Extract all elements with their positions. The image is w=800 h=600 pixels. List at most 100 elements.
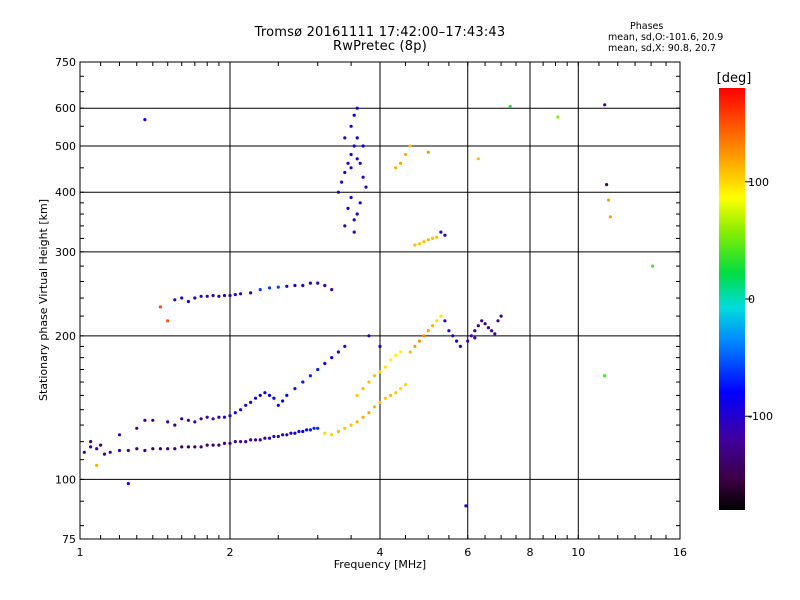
data-point: [343, 344, 347, 348]
data-point: [117, 448, 122, 453]
data-point: [336, 429, 340, 434]
data-point: [469, 334, 473, 338]
data-point: [173, 447, 177, 451]
data-point: [364, 185, 368, 189]
data-point: [166, 420, 170, 424]
data-point: [358, 161, 362, 165]
data-point: [281, 433, 285, 437]
data-point: [308, 428, 312, 432]
data-point: [608, 215, 613, 219]
data-point: [367, 411, 371, 415]
data-point: [473, 329, 477, 333]
data-point: [480, 319, 484, 323]
data-point: [476, 324, 480, 328]
data-point: [272, 396, 276, 400]
x-tick-label: 4: [377, 546, 384, 559]
data-point: [355, 420, 359, 424]
data-point: [166, 319, 170, 323]
data-point: [285, 393, 289, 397]
data-point: [211, 443, 215, 447]
data-point: [349, 124, 353, 128]
data-point: [490, 329, 494, 333]
y-tick-label: 75: [62, 533, 76, 546]
data-point: [205, 415, 209, 419]
data-point: [312, 426, 316, 430]
data-point: [276, 434, 280, 439]
data-point: [361, 144, 365, 148]
data-point: [151, 447, 155, 451]
data-point: [408, 144, 412, 148]
data-point: [499, 314, 503, 318]
data-point: [346, 206, 350, 210]
data-point: [458, 344, 462, 348]
data-point: [426, 238, 430, 242]
data-point: [211, 293, 215, 298]
data-point: [95, 463, 99, 467]
data-point: [301, 429, 305, 434]
data-point: [378, 370, 382, 374]
data-point: [316, 281, 320, 285]
data-point: [158, 447, 162, 451]
data-point: [413, 344, 417, 348]
data-point: [186, 299, 190, 304]
data-point: [336, 350, 340, 354]
data-point: [417, 242, 422, 246]
chart-title-line2: RwPretec (8p): [333, 39, 427, 54]
data-point: [301, 283, 305, 288]
data-point: [605, 183, 609, 187]
data-point: [343, 136, 347, 140]
data-point: [289, 431, 293, 435]
data-point: [399, 387, 403, 391]
data-point: [355, 393, 359, 397]
y-tick-label: 100: [55, 473, 76, 486]
y-tick-label: 500: [55, 140, 76, 153]
data-point: [464, 504, 468, 508]
data-point: [323, 361, 327, 366]
data-point: [211, 417, 215, 421]
data-point: [651, 264, 655, 268]
y-tick-label: 200: [55, 330, 76, 343]
data-point: [233, 440, 237, 444]
data-point: [367, 334, 371, 338]
y-tick-label: 600: [55, 102, 76, 115]
data-point: [486, 326, 490, 330]
data-point: [272, 434, 276, 439]
data-point: [258, 393, 262, 397]
x-axis-label: Frequency [MHz]: [334, 558, 426, 571]
data-point: [186, 445, 190, 449]
phases-o-stats: mean, sd,O:-101.6, 20.9: [608, 32, 724, 43]
data-point: [323, 283, 327, 288]
data-point: [352, 230, 356, 234]
data-point: [293, 431, 297, 435]
data-point: [361, 415, 365, 419]
y-tick-label: 400: [55, 186, 76, 199]
data-point: [476, 157, 480, 161]
data-point: [417, 339, 422, 343]
data-point: [389, 393, 393, 397]
data-point: [151, 418, 155, 422]
data-point: [346, 161, 350, 165]
y-axis-label: Stationary phase Virtual Height [km]: [37, 199, 50, 401]
data-point: [367, 380, 371, 384]
phases-heading: Phases: [630, 21, 664, 32]
data-point: [389, 358, 393, 362]
data-point: [355, 212, 359, 216]
data-point: [330, 288, 334, 292]
data-point: [394, 353, 398, 357]
data-point: [193, 445, 197, 449]
data-point: [253, 438, 258, 442]
data-point: [222, 415, 227, 419]
data-point: [267, 286, 272, 290]
data-point: [239, 408, 243, 412]
data-point: [276, 285, 280, 289]
x-tick-label: 16: [673, 546, 687, 559]
data-point: [413, 243, 417, 247]
data-point: [244, 440, 248, 444]
data-points: [82, 103, 655, 508]
data-point: [431, 236, 435, 240]
data-point: [403, 383, 408, 387]
data-point: [422, 334, 426, 338]
data-point: [263, 391, 267, 395]
x-tick-label: 6: [464, 546, 471, 559]
